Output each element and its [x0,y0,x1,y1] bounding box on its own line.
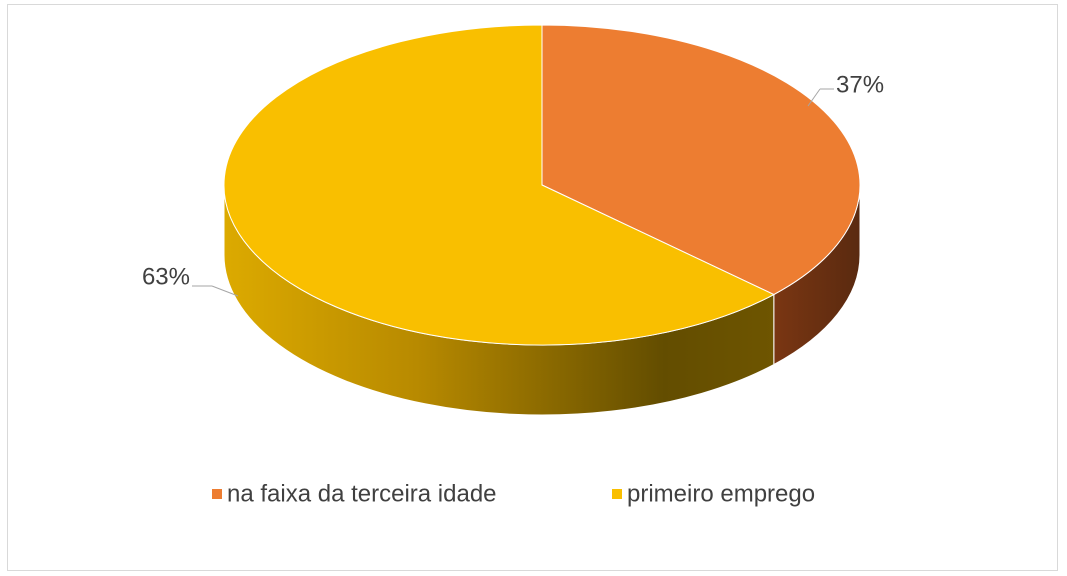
pie-slice [223,24,775,346]
pie-slice [541,24,861,296]
legend-label: na faixa da terceira idade [227,480,497,507]
data-label: 37% [836,71,884,98]
legend-label: primeiro emprego [627,480,815,507]
pie [223,24,861,416]
leader-line [211,285,239,297]
legend-swatch [612,489,622,499]
legend-swatch [212,489,222,499]
data-label: 63% [142,263,190,290]
leader-line [807,88,821,107]
